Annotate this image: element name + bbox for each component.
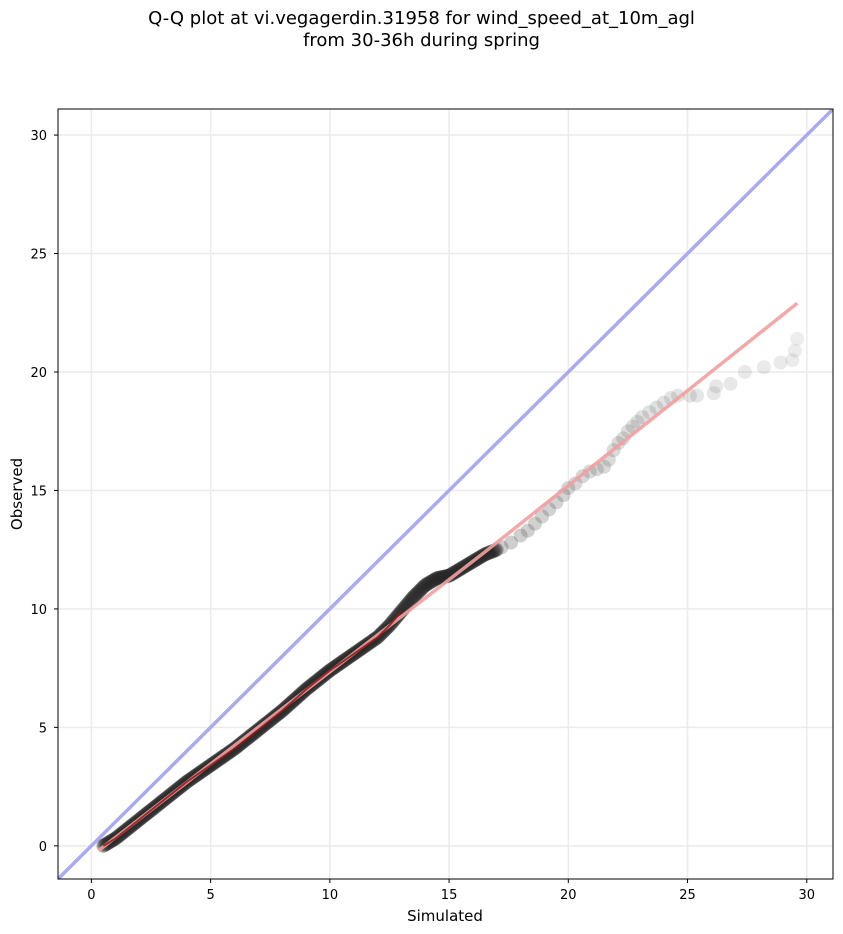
y-tick-label: 25: [30, 248, 47, 263]
fit-line: [97, 301, 799, 852]
data-point: [433, 570, 448, 585]
data-point: [404, 592, 419, 607]
data-point: [405, 591, 420, 606]
reference-line-layer: [58, 109, 833, 879]
x-axis-label: Simulated: [407, 907, 483, 925]
data-point: [425, 573, 440, 588]
data-point: [630, 414, 645, 429]
data-point: [428, 571, 443, 586]
data-point: [424, 574, 439, 589]
data-point: [480, 546, 495, 561]
data-point: [416, 579, 431, 594]
y-tick-label: 0: [39, 840, 47, 855]
data-point: [418, 578, 433, 593]
x-tick-label: 30: [798, 888, 815, 903]
data-point: [403, 593, 418, 608]
data-point: [597, 459, 612, 474]
data-point: [422, 575, 437, 590]
data-point: [773, 355, 788, 370]
y-tick-label: 10: [30, 603, 47, 618]
data-point: [415, 580, 430, 595]
data-point: [723, 376, 738, 391]
points-layer: [96, 331, 805, 853]
data-point: [787, 343, 802, 358]
data-point: [442, 568, 457, 583]
data-point: [527, 516, 542, 531]
data-point: [414, 581, 429, 596]
chart-title-line2: from 30-36h during spring: [303, 30, 540, 51]
data-point: [402, 594, 417, 609]
data-point: [446, 566, 461, 581]
data-point: [409, 587, 424, 602]
data-point: [542, 502, 557, 517]
data-point: [431, 570, 446, 585]
reference-line: [58, 109, 833, 879]
plot-frame: [57, 108, 834, 880]
data-point: [411, 584, 426, 599]
fit-line-layer: [97, 301, 799, 852]
x-tick-label: 25: [679, 888, 696, 903]
data-point: [412, 583, 427, 598]
data-point: [423, 575, 438, 590]
data-point: [413, 582, 428, 597]
data-point: [443, 567, 458, 582]
y-tick-label: 20: [30, 366, 47, 381]
data-point: [568, 476, 583, 491]
axis-ticks: 0 5 10 15 20 25 30 0 5 10 15 20 25 30: [30, 129, 815, 903]
grid: [58, 109, 833, 879]
y-axis-label: Observed: [8, 458, 26, 530]
x-tick-label: 10: [322, 888, 339, 903]
data-point: [407, 589, 422, 604]
data-point: [635, 410, 650, 424]
data-point: [706, 386, 721, 401]
data-point: [409, 586, 424, 601]
y-tick-label: 5: [39, 721, 47, 736]
data-point: [513, 528, 528, 543]
data-point: [432, 570, 447, 585]
data-point: [420, 576, 435, 591]
data-point: [690, 388, 705, 403]
data-point: [582, 464, 597, 479]
data-point: [419, 577, 434, 592]
data-point: [410, 585, 425, 600]
data-point: [535, 509, 550, 524]
data-point: [424, 574, 439, 589]
data-point: [709, 379, 724, 394]
data-point: [426, 573, 441, 588]
chart-title: Q-Q plot at vi.vegagerdin.31958 for wind…: [0, 8, 843, 52]
data-point: [479, 546, 494, 561]
data-point: [445, 566, 460, 581]
x-tick-label: 15: [441, 888, 458, 903]
quantile-curve: [102, 610, 403, 847]
chart-title-line1: Q-Q plot at vi.vegagerdin.31958 for wind…: [148, 8, 695, 29]
data-point: [504, 535, 519, 550]
data-point: [408, 588, 423, 603]
data-point: [421, 576, 436, 591]
data-point: [444, 567, 459, 582]
y-tick-label: 15: [30, 484, 47, 499]
x-tick-label: 0: [87, 888, 95, 903]
data-point: [737, 364, 752, 379]
x-tick-label: 5: [206, 888, 214, 903]
data-point: [756, 360, 771, 375]
data-point: [430, 571, 445, 586]
data-point: [406, 590, 421, 605]
data-point: [642, 405, 657, 420]
y-tick-label: 30: [30, 129, 47, 144]
data-point: [520, 523, 535, 538]
data-point: [429, 571, 444, 586]
data-point: [790, 331, 805, 346]
data-point: [616, 431, 631, 446]
data-point: [481, 546, 496, 561]
data-point: [785, 353, 800, 368]
data-point: [417, 578, 432, 593]
x-tick-label: 20: [560, 888, 577, 903]
data-point: [494, 540, 509, 555]
data-point: [427, 572, 442, 587]
